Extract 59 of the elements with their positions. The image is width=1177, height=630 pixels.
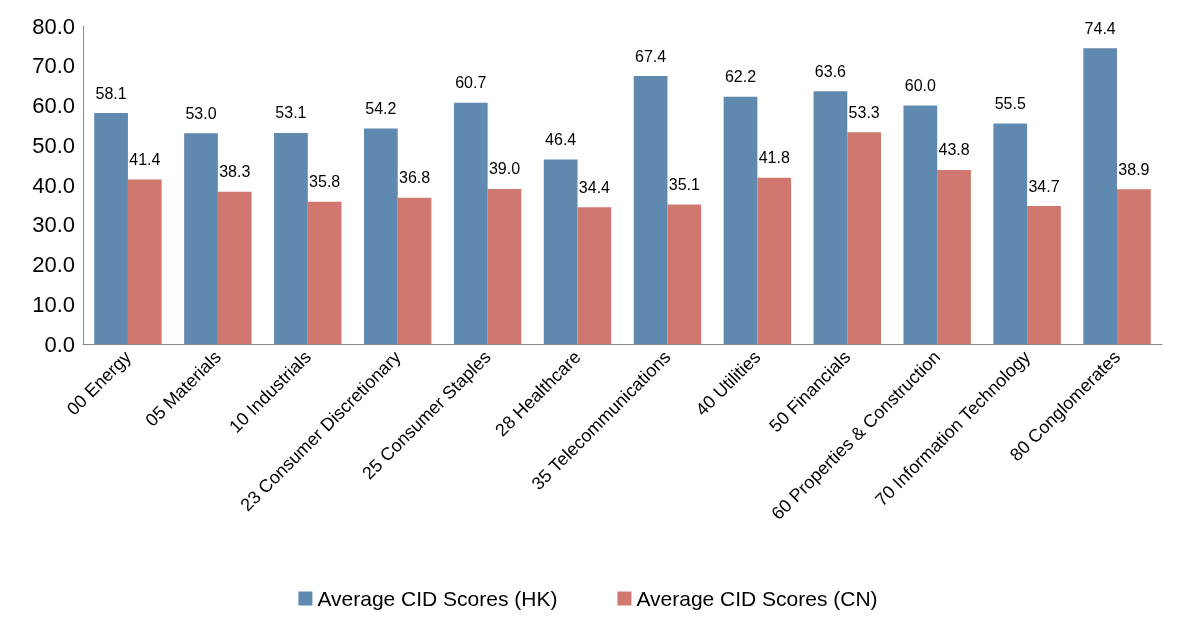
bar <box>723 96 758 344</box>
y-tick-label: 80.0 <box>32 13 75 39</box>
bar <box>757 177 792 344</box>
bar <box>577 207 612 344</box>
data-label: 60.7 <box>455 74 487 92</box>
data-label: 60.0 <box>904 77 937 94</box>
bar <box>1083 48 1118 344</box>
data-label: 53.1 <box>275 104 307 122</box>
bar <box>1117 189 1151 344</box>
y-tick-label: 40.0 <box>32 172 75 198</box>
data-label: 67.4 <box>635 47 667 65</box>
data-label: 63.6 <box>814 62 847 80</box>
data-label: 46.4 <box>545 131 577 149</box>
bar <box>543 159 578 344</box>
y-tick-label: 20.0 <box>32 252 75 277</box>
y-tick-label: 50.0 <box>32 132 75 158</box>
data-label: 34.7 <box>1028 177 1060 195</box>
data-label: 62.2 <box>724 68 757 86</box>
y-tick-label: 60.0 <box>32 93 75 118</box>
data-label: 54.2 <box>365 100 397 118</box>
y-tick-label: 0.0 <box>44 331 75 357</box>
data-label: 55.5 <box>994 94 1026 112</box>
bar <box>127 179 162 344</box>
bar <box>633 76 668 344</box>
data-label: 41.8 <box>758 149 790 167</box>
bar <box>453 102 488 344</box>
bar <box>847 132 882 344</box>
data-label: 39.0 <box>488 160 521 178</box>
bar <box>487 188 522 344</box>
y-tick-label: 30.0 <box>32 212 75 238</box>
bar <box>94 113 128 344</box>
bar <box>903 105 938 344</box>
bar <box>217 191 252 344</box>
bar <box>937 169 971 344</box>
data-label: 38.9 <box>1118 160 1150 178</box>
data-label: 43.8 <box>938 141 970 159</box>
data-label: 58.1 <box>95 84 127 102</box>
data-label: 53.3 <box>848 103 880 121</box>
data-label: 41.4 <box>129 150 161 168</box>
y-tick-label: 10.0 <box>32 291 75 317</box>
bar <box>184 133 218 344</box>
bar <box>274 132 308 344</box>
bar <box>993 123 1028 344</box>
bar <box>363 128 398 344</box>
bar <box>1027 206 1061 344</box>
legend-label: Average CID Scores (CN) <box>636 587 878 610</box>
data-label: 35.8 <box>309 173 341 191</box>
bar <box>813 91 848 344</box>
data-label: 36.8 <box>399 169 431 187</box>
data-label: 38.3 <box>219 163 251 181</box>
bar <box>397 197 432 344</box>
data-label: 74.4 <box>1084 19 1116 37</box>
y-tick-label: 70.0 <box>32 53 75 79</box>
bar <box>667 204 702 344</box>
data-label: 53.0 <box>185 104 217 122</box>
data-label: 35.1 <box>668 175 700 193</box>
bar <box>307 201 342 344</box>
data-label: 34.4 <box>578 178 611 196</box>
legend-label: Average CID Scores (HK) <box>317 587 558 610</box>
